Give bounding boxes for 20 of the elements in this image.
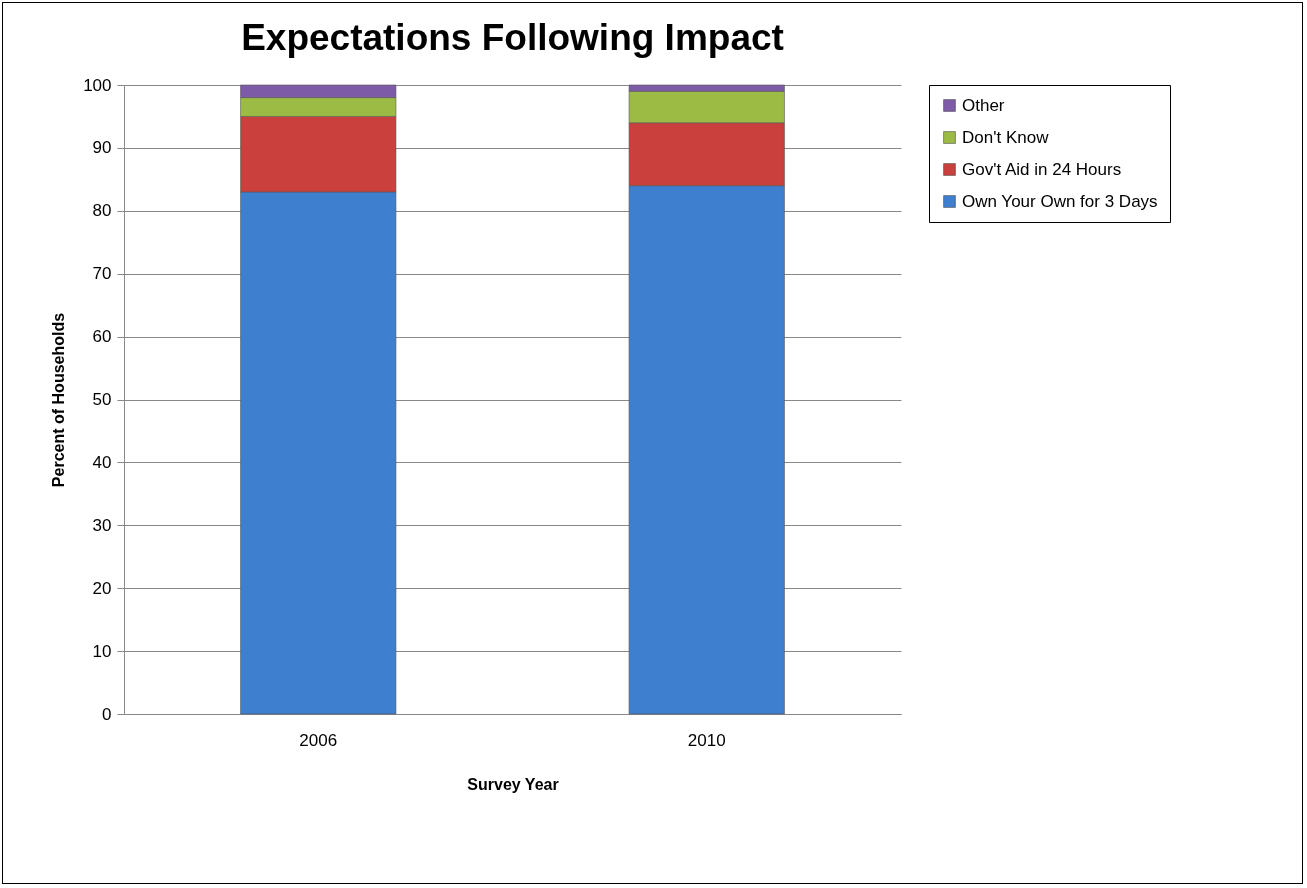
x-tick-label: 2006 [299,730,338,750]
chart-title: Expectations Following Impact [241,17,784,58]
y-tick-label: 40 [92,452,112,472]
y-axis-title: Percent of Households [50,312,68,488]
y-tick-label: 90 [92,138,112,158]
y-tick-label: 0 [102,704,112,724]
y-tick-label: 30 [92,515,112,535]
y-tick-label: 100 [83,75,112,95]
y-tick-label: 10 [92,641,112,661]
x-axis-title: Survey Year [467,775,559,793]
x-tick-label: 2010 [687,730,726,750]
y-tick-label: 70 [92,264,112,284]
y-tick-label: 50 [92,390,112,409]
y-tick-label: 20 [92,578,112,598]
y-tick-label: 80 [92,201,112,221]
legend-label: Gov't Aid in 24 Hours [962,159,1122,179]
y-tick-label: 60 [92,327,112,347]
legend-label: Don't Know [962,127,1050,147]
legend-label: Own Your Own for 3 Days [962,191,1158,211]
legend-label: Other [962,95,1005,115]
